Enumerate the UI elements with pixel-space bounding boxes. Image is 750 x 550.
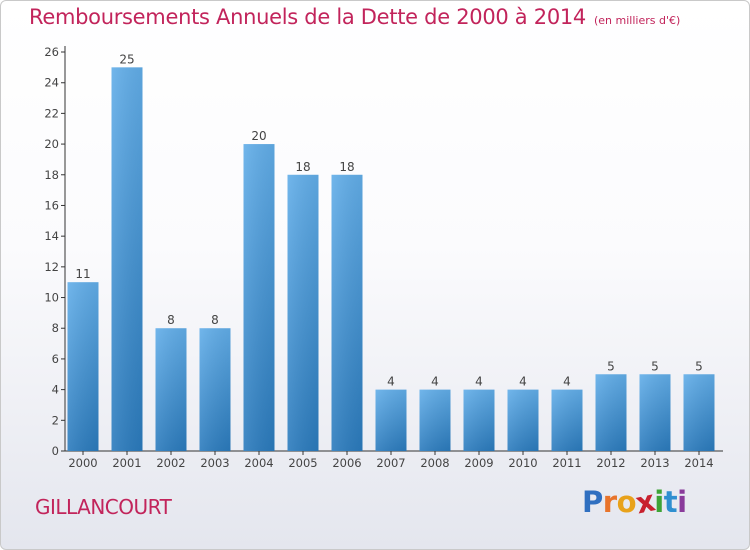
bar-shade xyxy=(551,389,583,451)
bar-shade xyxy=(595,374,627,451)
y-tick-label: 6 xyxy=(52,352,59,366)
data-label-2008: 4 xyxy=(431,375,439,389)
chart-title: Remboursements Annuels de la Dette de 20… xyxy=(29,5,680,29)
data-label-2012: 5 xyxy=(607,359,615,373)
bar-shade xyxy=(463,389,495,451)
y-tick-label: 18 xyxy=(44,168,59,182)
data-label-2014: 5 xyxy=(695,359,703,373)
logo-letter: r xyxy=(602,485,617,519)
y-tick-label: 4 xyxy=(52,383,59,397)
x-tick-label-2002: 2002 xyxy=(156,456,185,470)
chart-title-text: Remboursements Annuels de la Dette de 20… xyxy=(29,5,586,29)
x-tick-label-2008: 2008 xyxy=(420,456,449,470)
x-tick-label-2001: 2001 xyxy=(112,456,141,470)
y-tick-label: 20 xyxy=(44,137,59,151)
bar-shade xyxy=(419,389,451,451)
x-tick-label-2004: 2004 xyxy=(244,456,273,470)
y-tick-label: 2 xyxy=(52,413,59,427)
chart-unit-note: (en milliers d'€) xyxy=(594,14,681,27)
y-tick-label: 0 xyxy=(52,444,59,458)
y-tick-label: 8 xyxy=(52,321,59,335)
bar-shade xyxy=(67,282,99,451)
bar-shade xyxy=(155,328,187,451)
bar-shade xyxy=(639,374,671,451)
y-tick-label: 14 xyxy=(44,229,59,243)
bar-shade xyxy=(199,328,231,451)
bar-shade xyxy=(111,67,143,451)
data-label-2005: 18 xyxy=(295,160,310,174)
bar-shade xyxy=(375,389,407,451)
y-tick-label: 10 xyxy=(44,291,59,305)
y-tick-label: 26 xyxy=(44,45,59,59)
x-tick-label-2005: 2005 xyxy=(288,456,317,470)
proxiti-logo: Proxiti xyxy=(582,483,687,520)
x-tick-label-2006: 2006 xyxy=(332,456,361,470)
data-label-2006: 18 xyxy=(339,160,354,174)
data-label-2002: 8 xyxy=(167,313,175,327)
data-label-2007: 4 xyxy=(387,375,395,389)
data-label-2011: 4 xyxy=(563,375,571,389)
x-tick-label-2009: 2009 xyxy=(464,456,493,470)
data-label-2003: 8 xyxy=(211,313,219,327)
data-label-2000: 11 xyxy=(75,267,90,281)
bar-shade xyxy=(243,144,275,452)
commune-name: GILLANCOURT xyxy=(35,495,172,519)
y-tick-label: 12 xyxy=(44,260,59,274)
x-tick-label-2013: 2013 xyxy=(640,456,669,470)
x-tick-label-2011: 2011 xyxy=(552,456,581,470)
bar-shade xyxy=(287,174,319,451)
y-tick-label: 16 xyxy=(44,198,59,212)
bar-shade xyxy=(331,174,363,451)
x-tick-label-2003: 2003 xyxy=(200,456,229,470)
data-label-2009: 4 xyxy=(475,375,483,389)
x-tick-label-2007: 2007 xyxy=(376,456,405,470)
x-tick-label-2012: 2012 xyxy=(596,456,625,470)
logo-letter: t xyxy=(663,485,678,519)
y-tick-label: 22 xyxy=(44,106,59,120)
logo-letter: P xyxy=(582,485,603,519)
x-tick-label-2000: 2000 xyxy=(68,456,97,470)
y-tick-label: 24 xyxy=(44,76,59,90)
x-tick-label-2010: 2010 xyxy=(508,456,537,470)
x-tick-label-2014: 2014 xyxy=(684,456,713,470)
logo-letter: i xyxy=(677,485,687,519)
logo-letter: o xyxy=(616,485,637,519)
bar-shade xyxy=(507,389,539,451)
bar-shade xyxy=(683,374,715,451)
data-label-2004: 20 xyxy=(251,129,266,143)
data-label-2001: 25 xyxy=(119,52,134,66)
data-label-2013: 5 xyxy=(651,359,659,373)
logo-letter: i xyxy=(654,485,664,519)
data-label-2010: 4 xyxy=(519,375,527,389)
